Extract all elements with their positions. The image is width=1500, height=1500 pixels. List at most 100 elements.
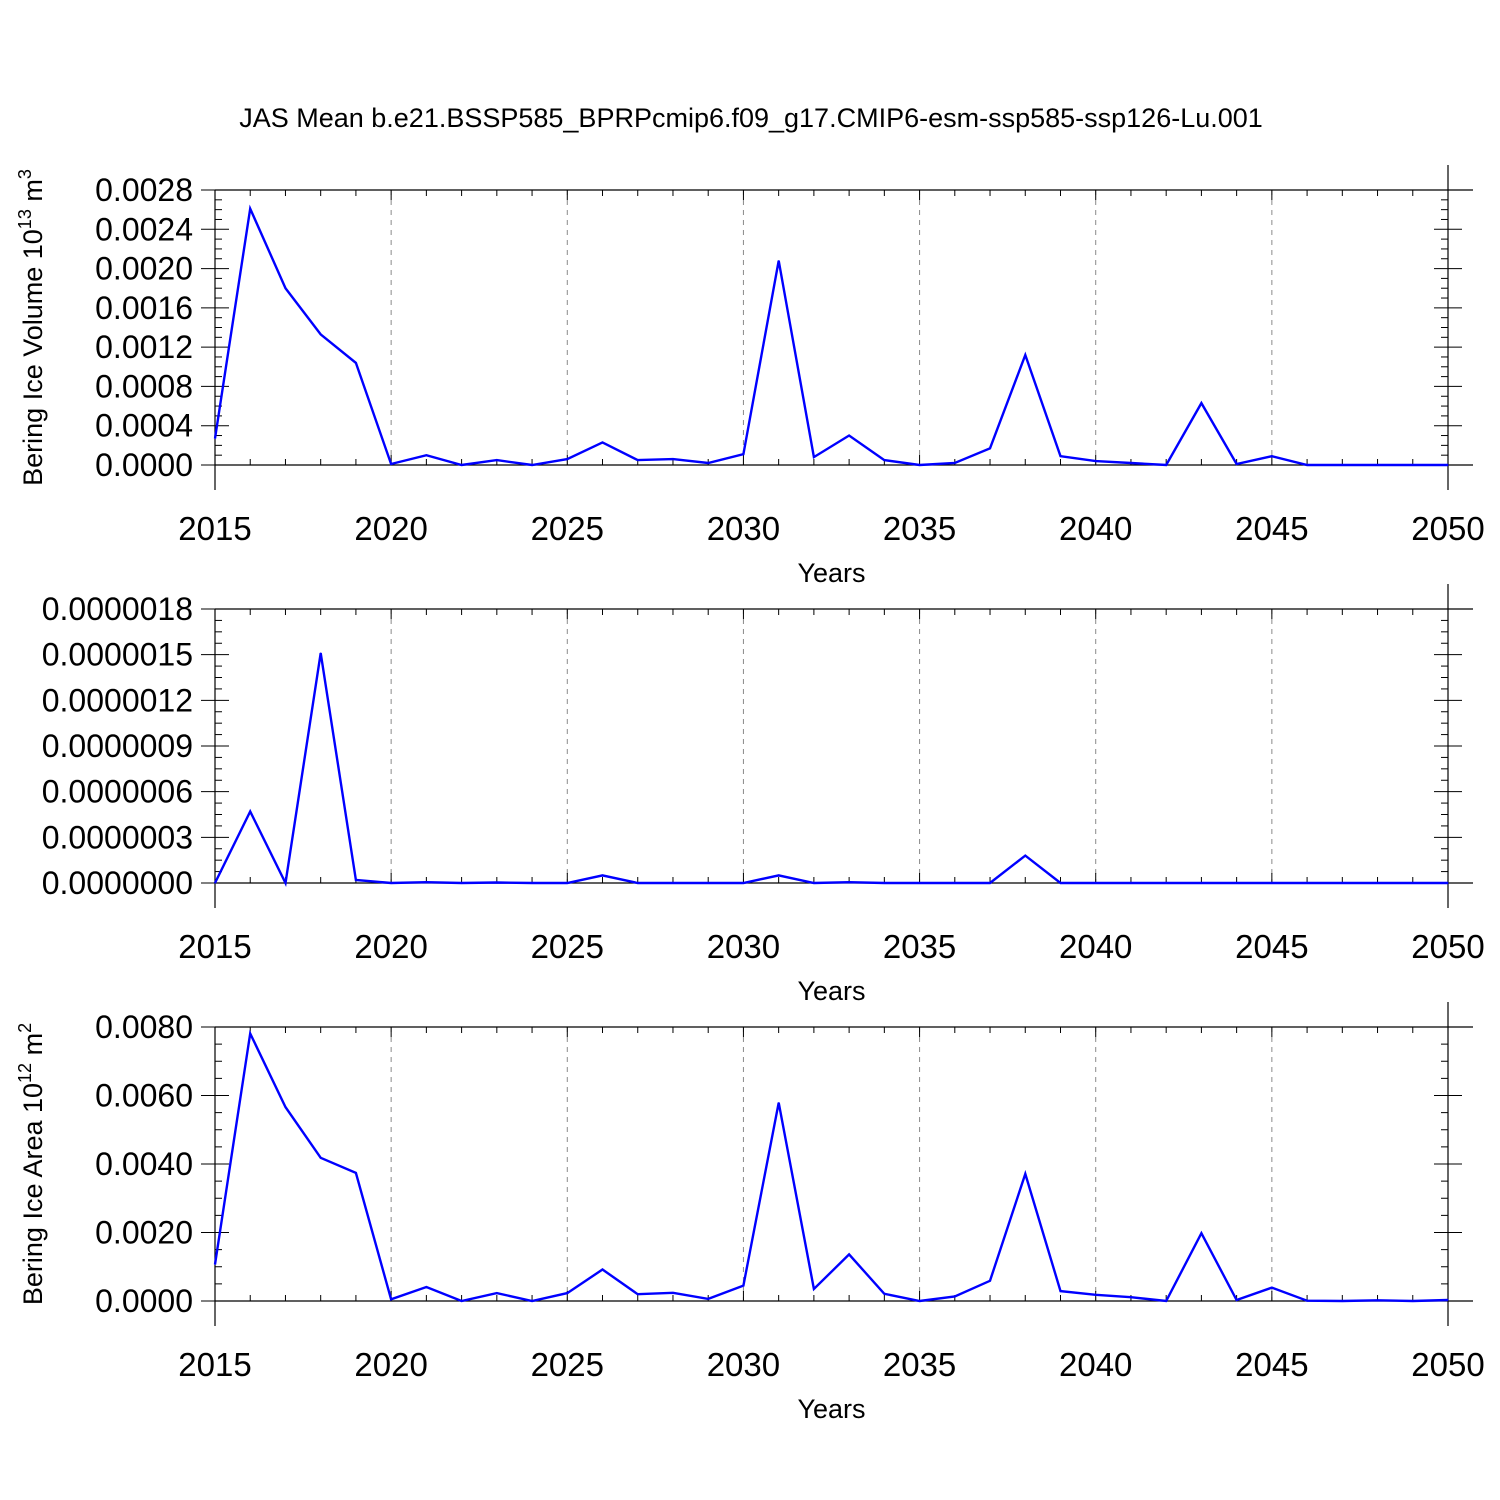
chart-panel-2: 2015 2020 2025 2030 2035 2040 2045 2050 0.000000… bbox=[42, 584, 1485, 1006]
data-point bbox=[637, 459, 639, 461]
data-point bbox=[1412, 464, 1414, 466]
data-point bbox=[214, 437, 216, 440]
data-point bbox=[249, 208, 251, 210]
data-point bbox=[284, 1106, 287, 1108]
series-line bbox=[213, 1029, 1449, 1303]
data-point bbox=[954, 882, 956, 884]
x-tick-label: 2030 bbox=[707, 1346, 780, 1383]
data-point bbox=[883, 1293, 885, 1295]
data-point bbox=[1165, 882, 1167, 884]
data-point bbox=[425, 881, 427, 883]
data-point bbox=[531, 1300, 533, 1302]
data-point bbox=[425, 1286, 427, 1288]
data-point bbox=[989, 447, 991, 449]
y-tick-label: 0.0028 bbox=[95, 172, 193, 208]
x-tick-label: 2035 bbox=[883, 510, 956, 547]
data-point bbox=[813, 1288, 815, 1290]
data-point bbox=[249, 810, 251, 813]
y-tick-label: 0.0004 bbox=[95, 408, 193, 444]
data-point bbox=[1447, 1299, 1449, 1301]
data-point bbox=[390, 463, 392, 465]
data-point bbox=[637, 1293, 639, 1295]
data-point bbox=[1200, 402, 1202, 404]
x-tick-label: 2050 bbox=[1411, 510, 1484, 547]
data-point bbox=[1376, 464, 1379, 466]
y-tick-label: 0.0000009 bbox=[42, 728, 193, 764]
data-point bbox=[320, 652, 322, 654]
data-point bbox=[989, 882, 991, 884]
data-point bbox=[496, 1292, 498, 1294]
data-point bbox=[1130, 462, 1132, 464]
data-point bbox=[320, 1157, 322, 1159]
data-point bbox=[883, 882, 885, 884]
data-point bbox=[1271, 882, 1273, 884]
data-point bbox=[707, 462, 709, 464]
data-point bbox=[531, 464, 533, 466]
data-point bbox=[566, 882, 568, 884]
x-tick-label: 2050 bbox=[1411, 928, 1484, 965]
y-tick-label: 0.0000003 bbox=[42, 819, 193, 855]
data-point bbox=[672, 458, 674, 460]
x-tick-label: 2015 bbox=[178, 928, 251, 965]
data-point bbox=[1376, 882, 1379, 884]
x-tick-label: 2035 bbox=[883, 928, 956, 965]
data-point bbox=[1412, 882, 1414, 884]
data-point bbox=[1306, 1300, 1308, 1302]
data-point bbox=[1165, 1300, 1167, 1302]
data-point bbox=[1095, 1294, 1097, 1296]
data-point bbox=[284, 287, 287, 289]
data-point bbox=[954, 462, 956, 464]
data-point bbox=[707, 1298, 709, 1300]
y-axis-label-part: Bering Ice Area 10 bbox=[18, 1083, 48, 1305]
series-line bbox=[213, 204, 1448, 467]
x-tick-label: 2025 bbox=[531, 510, 604, 547]
x-tick-label: 2040 bbox=[1059, 1346, 1132, 1383]
data-point bbox=[1165, 464, 1167, 466]
data-point bbox=[742, 882, 745, 884]
y-axis-label-part: m bbox=[18, 179, 48, 209]
data-point bbox=[1341, 1300, 1343, 1302]
data-point bbox=[214, 1263, 216, 1265]
x-axis-label: Years bbox=[797, 558, 865, 588]
data-point bbox=[742, 1285, 745, 1287]
data-point bbox=[461, 882, 463, 884]
data-point bbox=[813, 456, 815, 458]
data-point bbox=[848, 434, 850, 437]
x-tick-label: 2015 bbox=[178, 1346, 251, 1383]
x-tick-label: 2020 bbox=[354, 928, 427, 965]
data-point bbox=[320, 333, 322, 335]
data-point bbox=[919, 882, 921, 884]
data-point bbox=[1412, 1300, 1414, 1302]
y-tick-label: 0.0000015 bbox=[42, 637, 193, 673]
y-axis-label-part: m bbox=[18, 1033, 48, 1063]
data-point bbox=[390, 882, 392, 884]
y-tick-label: 0.0060 bbox=[95, 1078, 193, 1114]
y-tick-label: 0.0020 bbox=[95, 1215, 193, 1251]
data-point bbox=[1341, 464, 1343, 466]
data-point bbox=[1024, 1173, 1026, 1175]
data-point bbox=[672, 882, 674, 884]
data-point bbox=[1447, 882, 1449, 884]
data-point bbox=[848, 1253, 850, 1255]
y-tick-label: 0.0012 bbox=[95, 329, 193, 365]
y-tick-label: 0.0000 bbox=[95, 1283, 193, 1319]
x-tick-label: 2025 bbox=[531, 1346, 604, 1383]
data-point bbox=[672, 1292, 674, 1294]
y-axis-label-superscript: 2 bbox=[15, 1023, 35, 1033]
x-tick-label: 2030 bbox=[707, 510, 780, 547]
data-point bbox=[601, 1268, 604, 1271]
x-tick-label: 2045 bbox=[1235, 1346, 1308, 1383]
y-tick-label: 0.0000000 bbox=[42, 865, 193, 901]
x-tick-label: 2050 bbox=[1411, 1346, 1484, 1383]
x-tick-label: 2020 bbox=[354, 510, 427, 547]
data-point bbox=[778, 260, 780, 262]
data-point bbox=[566, 458, 568, 460]
y-tick-label: 0.0024 bbox=[95, 211, 193, 247]
x-tick-label: 2030 bbox=[707, 928, 780, 965]
chart-panel-3: 2015 2020 2025 2030 2035 2040 2045 2050 0.0000 0.… bbox=[15, 1002, 1485, 1424]
data-point bbox=[531, 882, 533, 884]
series-line bbox=[213, 652, 1448, 887]
x-tick-label: 2045 bbox=[1235, 510, 1308, 547]
y-tick-label: 0.0008 bbox=[95, 368, 193, 404]
